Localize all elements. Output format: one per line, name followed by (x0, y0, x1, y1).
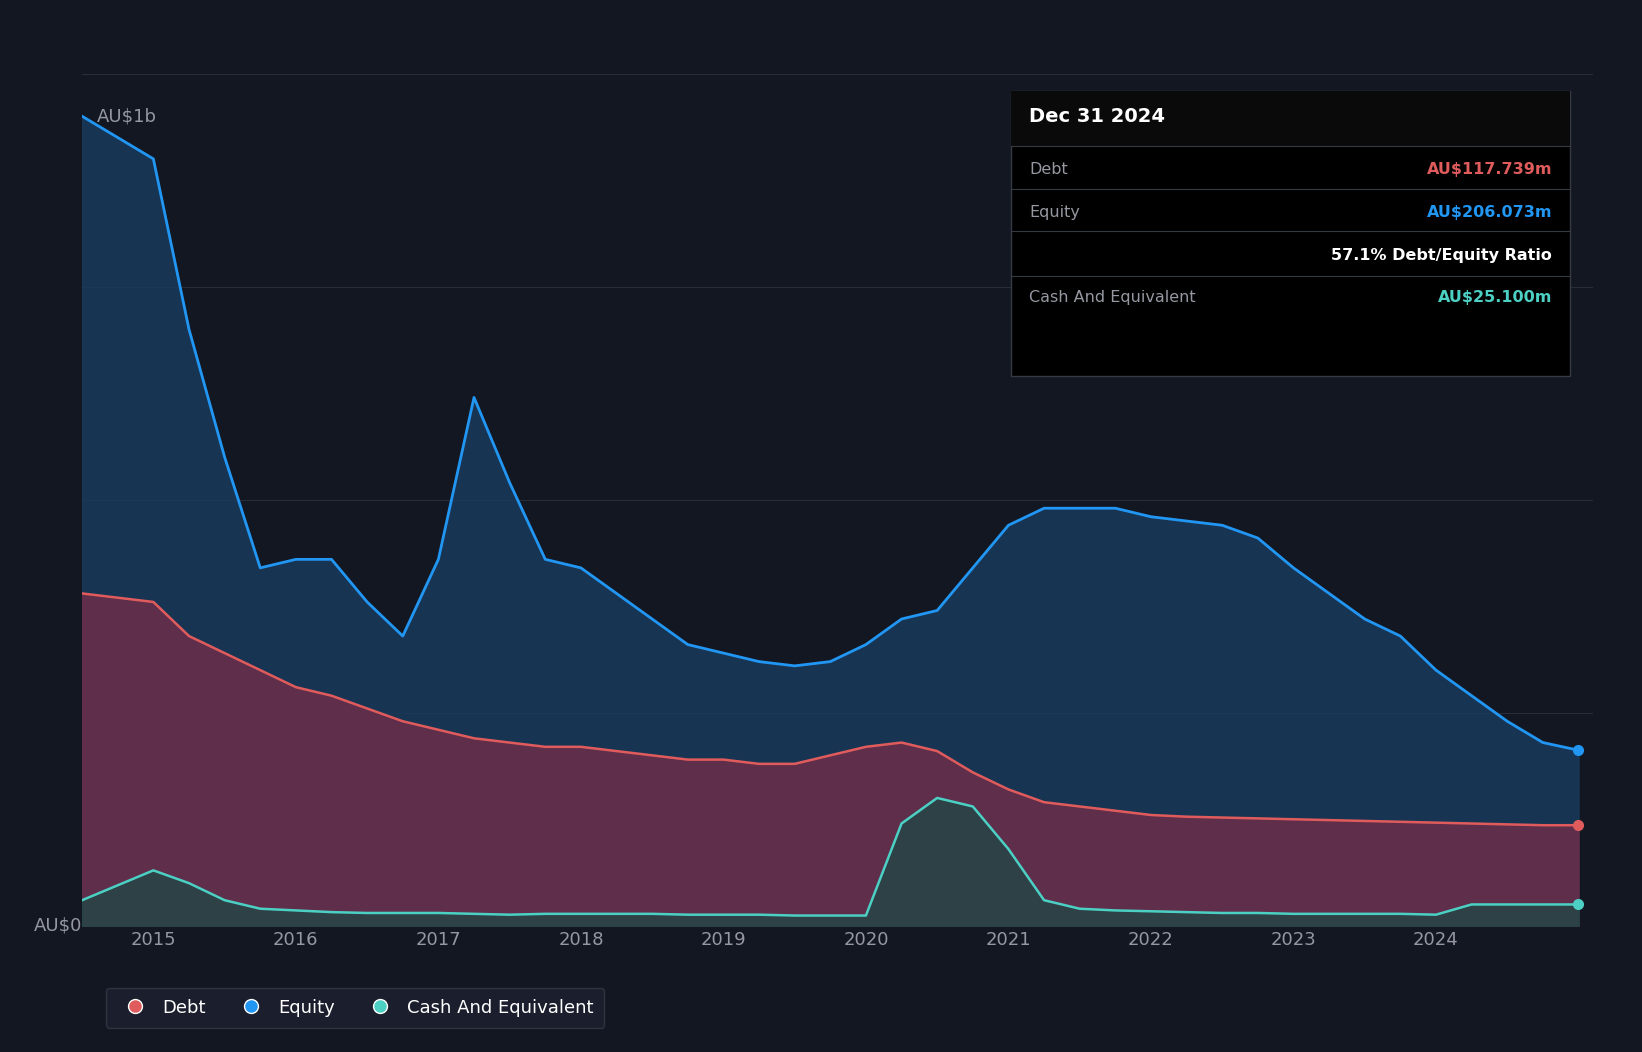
Text: AU$117.739m: AU$117.739m (1427, 162, 1552, 178)
Text: AU$0: AU$0 (34, 916, 82, 935)
Text: 57.1% Debt/Equity Ratio: 57.1% Debt/Equity Ratio (1332, 247, 1552, 263)
Text: Debt: Debt (1030, 162, 1067, 178)
FancyBboxPatch shape (1011, 90, 1570, 146)
Legend: Debt, Equity, Cash And Equivalent: Debt, Equity, Cash And Equivalent (107, 988, 604, 1028)
Text: AU$1b: AU$1b (97, 107, 158, 126)
Text: Equity: Equity (1030, 205, 1080, 220)
Text: Cash And Equivalent: Cash And Equivalent (1030, 290, 1195, 305)
Text: AU$206.073m: AU$206.073m (1427, 205, 1552, 220)
Text: AU$25.100m: AU$25.100m (1438, 290, 1552, 305)
FancyBboxPatch shape (1011, 90, 1570, 377)
Text: Dec 31 2024: Dec 31 2024 (1030, 106, 1166, 126)
